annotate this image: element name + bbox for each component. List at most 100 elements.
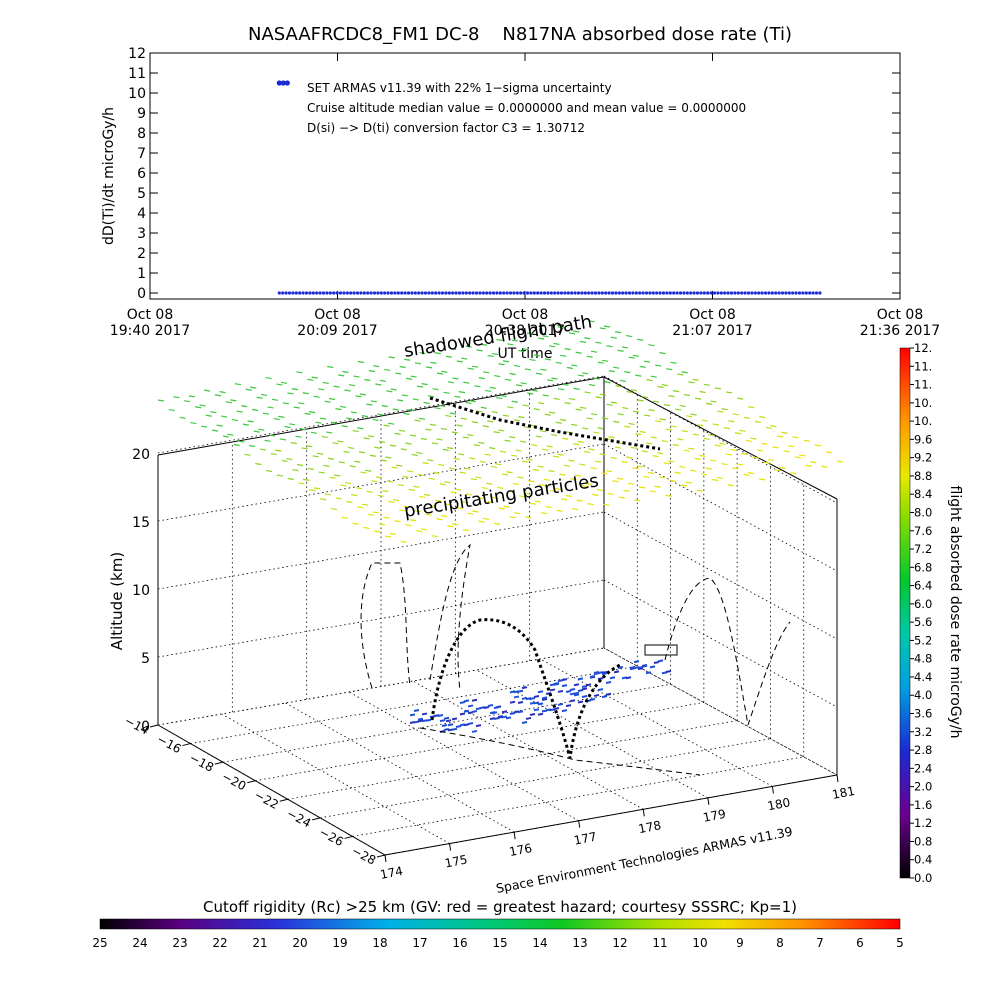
particle-marker xyxy=(582,427,589,430)
particle-marker xyxy=(590,350,598,353)
ground-dose-marker xyxy=(441,723,448,727)
particle-marker xyxy=(688,381,695,384)
data-point xyxy=(345,291,349,295)
data-point xyxy=(427,291,431,295)
data-point xyxy=(627,291,632,295)
data-point xyxy=(559,291,564,295)
grid-line xyxy=(412,680,644,810)
particle-marker xyxy=(665,494,672,497)
particle-marker xyxy=(584,450,591,454)
data-point xyxy=(682,291,686,295)
particle-marker xyxy=(661,384,668,387)
ground-dose-marker xyxy=(609,676,616,680)
data-point xyxy=(570,291,574,295)
particle-marker xyxy=(612,480,619,483)
data-point xyxy=(430,291,434,295)
particle-marker xyxy=(421,383,428,386)
data-point xyxy=(372,291,377,295)
x-tick-label-date: Oct 08 xyxy=(314,307,360,323)
particle-marker xyxy=(381,404,388,408)
colorbar-tick-label: 0.4 xyxy=(914,853,932,867)
flight-marker-box xyxy=(644,644,678,656)
data-point xyxy=(672,291,676,295)
frame-edge xyxy=(157,724,386,856)
latitude-tick xyxy=(182,743,191,747)
particle-marker xyxy=(551,377,558,380)
colorbar-tick-label: 3.6 xyxy=(914,707,932,721)
data-point xyxy=(406,291,411,295)
latitude-tick-label: −18 xyxy=(187,751,216,775)
particle-marker xyxy=(559,473,566,476)
particle-marker xyxy=(397,484,404,487)
particle-marker xyxy=(323,464,330,467)
particle-marker xyxy=(732,413,739,416)
particle-marker xyxy=(403,505,411,508)
colorbar-tick-label: 11. xyxy=(914,378,932,392)
data-point xyxy=(515,291,519,295)
particle-marker xyxy=(327,365,334,369)
data-point xyxy=(668,291,672,295)
particle-marker xyxy=(399,365,406,369)
particle-marker xyxy=(199,404,206,407)
colorbar-tick-label: 0.0 xyxy=(914,871,932,885)
data-point xyxy=(678,291,683,295)
ground-dose-marker xyxy=(565,689,572,693)
data-point xyxy=(315,291,319,295)
altitude-ticks: 0 5 10 15 20 xyxy=(132,447,150,735)
data-point xyxy=(784,291,788,295)
particle-marker xyxy=(790,472,797,475)
data-point xyxy=(400,291,404,295)
particle-marker xyxy=(363,437,370,440)
ground-dose-marker xyxy=(417,717,424,721)
ground-dose-marker xyxy=(509,700,516,704)
particle-marker xyxy=(452,377,459,380)
particle-marker xyxy=(549,345,556,348)
data-point xyxy=(332,291,336,295)
cutoff-tick-label: 12 xyxy=(612,936,627,950)
y-tick-label: 0 xyxy=(137,286,146,302)
particle-marker xyxy=(382,489,389,493)
particle-marker xyxy=(555,361,562,365)
data-point xyxy=(706,291,710,295)
data-point xyxy=(736,291,740,295)
flight-path-3d xyxy=(430,618,621,759)
particle-marker xyxy=(335,497,342,500)
data-point xyxy=(447,291,451,295)
particle-marker xyxy=(591,413,598,416)
particle-marker xyxy=(318,471,325,474)
colorbar-tick-label: 11. xyxy=(914,359,932,373)
particle-marker xyxy=(280,381,288,384)
particle-marker xyxy=(301,447,308,450)
particle-marker xyxy=(549,411,556,414)
dose-colorbar-ticks: 0.0 0.4 0.8 1.2 1.6 2.0 2.4 2.8 3.2 3.6 4.0 4.4 4.8 5… xyxy=(910,341,932,885)
particle-marker xyxy=(579,463,586,466)
data-point xyxy=(716,291,720,295)
particle-marker xyxy=(423,401,430,405)
particle-marker xyxy=(264,439,271,442)
ground-dose-marker xyxy=(533,708,540,712)
precipitating-particle-markers xyxy=(157,320,844,543)
ground-dose-marker xyxy=(649,665,656,669)
particle-marker xyxy=(431,535,438,538)
particle-marker xyxy=(501,473,508,476)
longitude-tick-label: 176 xyxy=(508,841,533,859)
particle-marker xyxy=(627,482,635,485)
particle-marker xyxy=(425,428,432,431)
particle-marker xyxy=(541,448,549,451)
particle-marker xyxy=(470,478,477,481)
particle-marker xyxy=(420,528,428,531)
particle-marker xyxy=(743,473,750,477)
particle-marker xyxy=(214,394,222,397)
particle-marker xyxy=(632,354,640,357)
data-point xyxy=(505,291,509,295)
data-point xyxy=(665,291,669,295)
ground-dose-marker xyxy=(561,684,568,688)
grid-line xyxy=(255,702,704,782)
ground-dose-marker xyxy=(445,719,452,723)
particle-marker xyxy=(825,451,833,454)
data-point xyxy=(420,291,424,295)
particle-marker xyxy=(330,421,338,424)
particle-marker xyxy=(335,408,342,411)
particle-marker xyxy=(296,371,303,374)
flight-path-projection-right xyxy=(664,577,791,726)
